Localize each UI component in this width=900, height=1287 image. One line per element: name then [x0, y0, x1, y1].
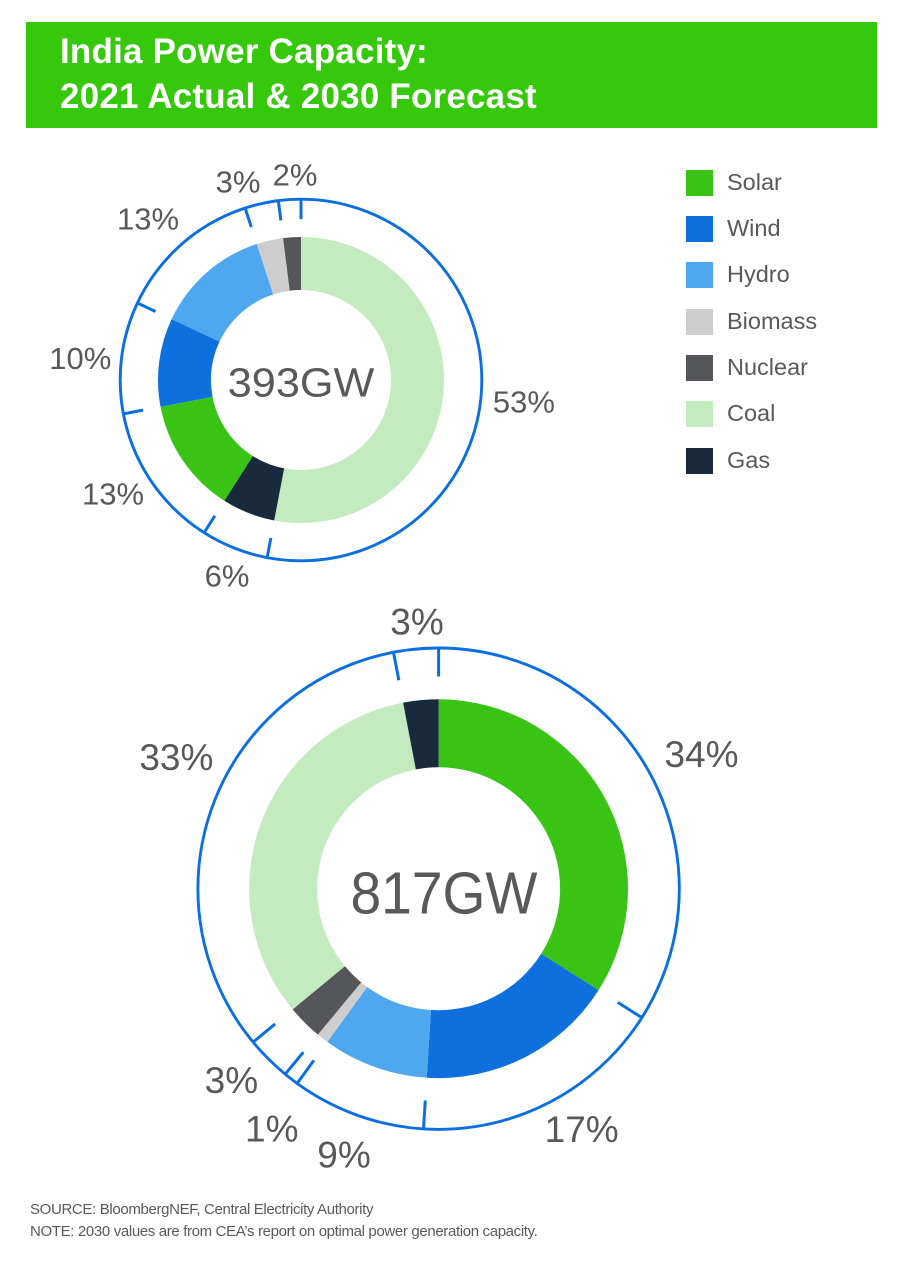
svg-text:10%: 10%	[49, 341, 111, 376]
svg-text:3%: 3%	[390, 602, 443, 643]
svg-text:34%: 34%	[664, 734, 738, 775]
svg-text:3%: 3%	[216, 164, 261, 199]
svg-text:33%: 33%	[139, 737, 213, 778]
svg-text:817GW: 817GW	[351, 860, 538, 927]
svg-text:9%: 9%	[317, 1135, 370, 1176]
svg-text:1%: 1%	[245, 1108, 298, 1149]
svg-text:3%: 3%	[205, 1060, 258, 1101]
svg-text:393GW: 393GW	[228, 360, 375, 406]
svg-text:17%: 17%	[545, 1109, 619, 1150]
svg-text:53%: 53%	[493, 384, 555, 419]
svg-text:13%: 13%	[82, 476, 144, 511]
svg-text:2%: 2%	[273, 157, 318, 192]
svg-text:13%: 13%	[117, 201, 179, 236]
svg-text:6%: 6%	[205, 558, 250, 593]
